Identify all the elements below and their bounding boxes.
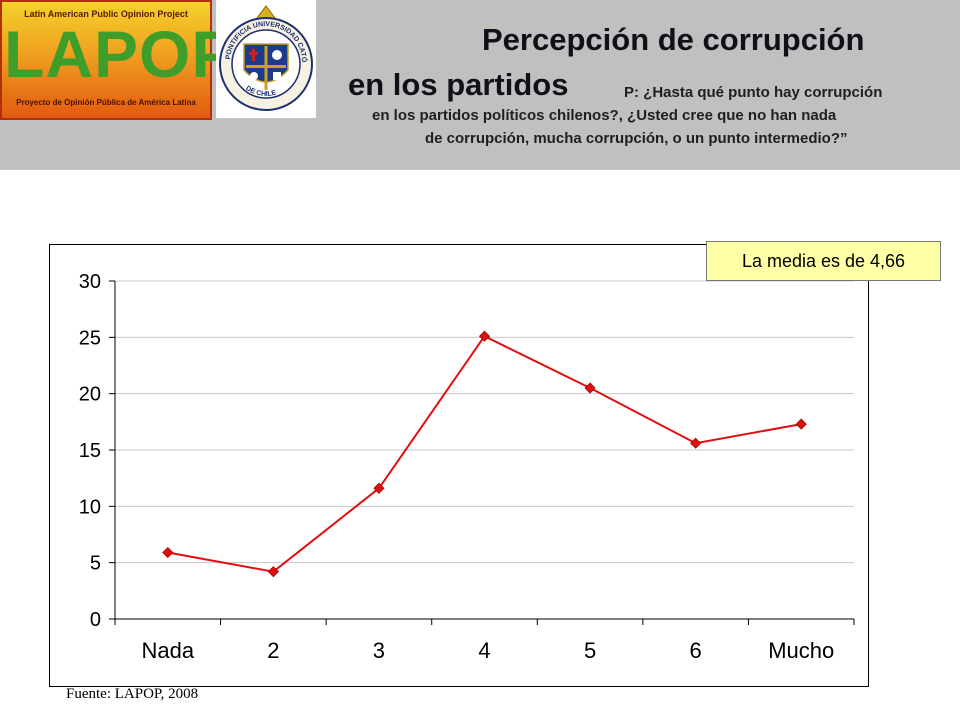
question-text-line-1: P: ¿Hasta qué punto hay corrupción bbox=[624, 84, 883, 101]
data-point-marker bbox=[373, 482, 385, 494]
x-tick-label: 2 bbox=[267, 638, 279, 663]
lapop-logo-wordmark: LAPOP bbox=[4, 17, 237, 91]
header-band: Latin American Public Opinion Project LA… bbox=[0, 0, 960, 170]
university-seal-logo: PONTIFICIA UNIVERSIDAD CATÓLICA DE CHILE bbox=[213, 0, 316, 118]
x-tick-label: 3 bbox=[373, 638, 385, 663]
lapop-logo: Latin American Public Opinion Project LA… bbox=[0, 0, 237, 120]
data-point-marker bbox=[584, 382, 596, 394]
x-tick-label: Nada bbox=[141, 638, 194, 663]
question-text-line-3: de corrupción, mucha corrupción, o un pu… bbox=[425, 130, 848, 147]
x-tick-label: 6 bbox=[690, 638, 702, 663]
data-point-marker bbox=[162, 546, 174, 559]
y-tick-label: 25 bbox=[79, 327, 101, 349]
mean-annotation: La media es de 4,66 bbox=[706, 241, 941, 281]
question-text-line-2: en los partidos políticos chilenos?, ¿Us… bbox=[372, 107, 837, 124]
data-point-marker bbox=[478, 330, 491, 342]
y-tick-label: 10 bbox=[79, 496, 101, 518]
x-tick-label: Mucho bbox=[768, 638, 834, 663]
page-title-line-2: en los partidos bbox=[348, 67, 569, 102]
y-tick-label: 0 bbox=[90, 609, 101, 631]
y-tick-label: 20 bbox=[79, 384, 101, 406]
data-point-marker bbox=[267, 566, 279, 578]
data-point-marker bbox=[690, 437, 702, 449]
data-point-marker bbox=[795, 418, 807, 430]
x-tick-label: 4 bbox=[478, 638, 490, 663]
chart-frame: 0 5 10 15 20 25 30 Nada 2 3 4 5 6 Mucho bbox=[49, 244, 869, 687]
source-note: Fuente: LAPOP, 2008 bbox=[66, 686, 199, 702]
y-tick-label: 5 bbox=[90, 553, 101, 575]
y-tick-label: 30 bbox=[79, 271, 101, 293]
series-line bbox=[167, 334, 802, 573]
lapop-logo-subtitle: Proyecto de Opinión Pública de América L… bbox=[16, 98, 196, 107]
line-chart: 0 5 10 15 20 25 30 Nada 2 3 4 5 6 Mucho bbox=[79, 271, 855, 663]
page-title-line-1: Percepción de corrupción bbox=[482, 22, 865, 57]
x-tick-label: 5 bbox=[584, 638, 596, 663]
lapop-logo-tagline: Latin American Public Opinion Project bbox=[24, 9, 188, 19]
y-tick-label: 15 bbox=[79, 440, 101, 462]
